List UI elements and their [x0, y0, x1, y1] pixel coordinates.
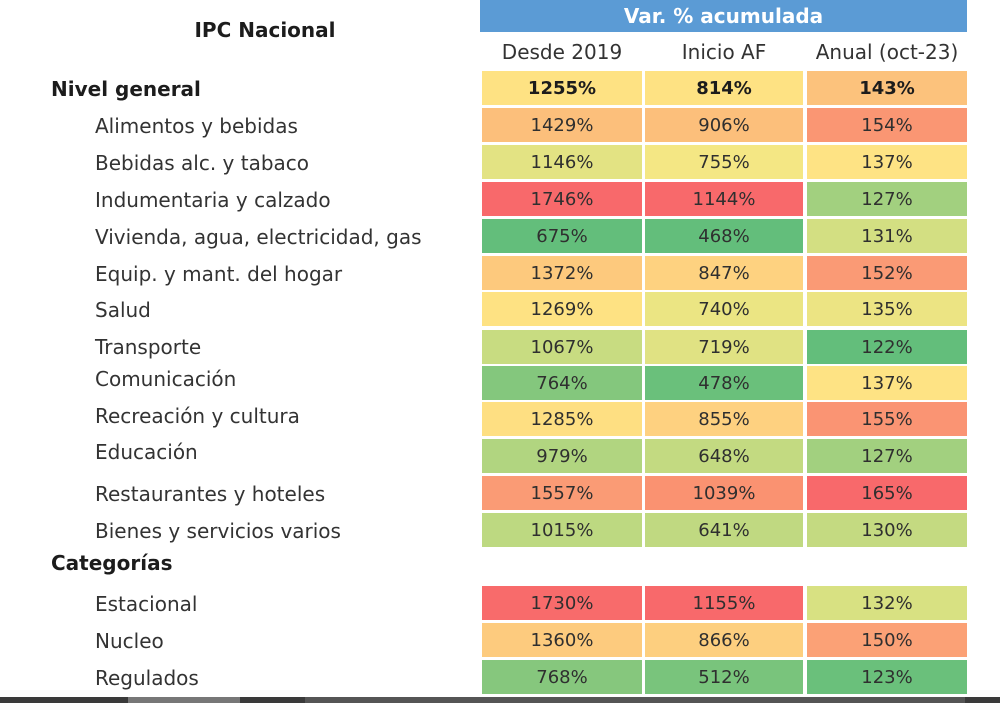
row-label-vivienda: Vivienda, agua, electricidad, gas [95, 225, 422, 249]
row-label-nivel-general: Nivel general [51, 77, 201, 101]
cell-restaurantes-anual: 165% [807, 476, 967, 510]
cell-bebidas-alc-desde-2019: 1146% [482, 145, 642, 179]
cell-nivel-general-anual: 143% [807, 71, 967, 105]
cell-alimentos-anual: 154% [807, 108, 967, 142]
cell-educacion-anual: 127% [807, 439, 967, 473]
cell-equip-hogar-inicio-af: 847% [645, 256, 803, 290]
cell-bienes-servicios-anual: 130% [807, 513, 967, 547]
row-label-bienes-servicios: Bienes y servicios varios [95, 519, 341, 543]
cell-alimentos-desde-2019: 1429% [482, 108, 642, 142]
row-label-comunicacion: Comunicación [95, 367, 237, 391]
cell-vivienda-anual: 131% [807, 219, 967, 253]
cell-recreacion-desde-2019: 1285% [482, 402, 642, 436]
cell-salud-desde-2019: 1269% [482, 292, 642, 326]
cell-bebidas-alc-anual: 137% [807, 145, 967, 179]
row-label-transporte: Transporte [95, 335, 202, 359]
cell-transporte-anual: 122% [807, 330, 967, 364]
cell-transporte-desde-2019: 1067% [482, 330, 642, 364]
cell-indumentaria-inicio-af: 1144% [645, 182, 803, 216]
cell-salud-anual: 135% [807, 292, 967, 326]
column-header-anual: Anual (oct-23) [815, 40, 959, 64]
cell-vivienda-inicio-af: 468% [645, 219, 803, 253]
cell-nivel-general-desde-2019: 1255% [482, 71, 642, 105]
row-label-bebidas-alc: Bebidas alc. y tabaco [95, 151, 310, 175]
cell-recreacion-inicio-af: 855% [645, 402, 803, 436]
cell-salud-inicio-af: 740% [645, 292, 803, 326]
cell-transporte-inicio-af: 719% [645, 330, 803, 364]
cell-recreacion-anual: 155% [807, 402, 967, 436]
row-label-estacional: Estacional [95, 592, 198, 616]
column-header-desde-2019: Desde 2019 [501, 40, 623, 64]
cell-restaurantes-inicio-af: 1039% [645, 476, 803, 510]
cell-bienes-servicios-inicio-af: 641% [645, 513, 803, 547]
cell-comunicacion-desde-2019: 764% [482, 366, 642, 400]
cell-regulados-inicio-af: 512% [645, 660, 803, 694]
cell-nucleo-desde-2019: 1360% [482, 623, 642, 657]
cell-bebidas-alc-inicio-af: 755% [645, 145, 803, 179]
section-label-categorias: Categorías [51, 551, 173, 575]
cell-regulados-desde-2019: 768% [482, 660, 642, 694]
cell-comunicacion-inicio-af: 478% [645, 366, 803, 400]
row-label-recreacion: Recreación y cultura [95, 404, 300, 428]
group-header: Var. % acumulada [480, 0, 967, 32]
cell-nucleo-anual: 150% [807, 623, 967, 657]
cell-nivel-general-inicio-af: 814% [645, 71, 803, 105]
bottom-edge-bar [0, 697, 1000, 703]
column-header-inicio-af: Inicio AF [681, 40, 767, 64]
row-label-educacion: Educación [95, 440, 198, 464]
row-label-regulados: Regulados [95, 666, 199, 690]
cell-indumentaria-desde-2019: 1746% [482, 182, 642, 216]
bottom-bar-segment [305, 697, 965, 703]
cell-restaurantes-desde-2019: 1557% [482, 476, 642, 510]
row-label-indumentaria: Indumentaria y calzado [95, 188, 331, 212]
cell-educacion-inicio-af: 648% [645, 439, 803, 473]
cell-nucleo-inicio-af: 866% [645, 623, 803, 657]
table-title: IPC Nacional [194, 18, 336, 42]
cell-estacional-inicio-af: 1155% [645, 586, 803, 620]
cell-equip-hogar-anual: 152% [807, 256, 967, 290]
row-label-nucleo: Nucleo [95, 629, 164, 653]
cell-regulados-anual: 123% [807, 660, 967, 694]
cell-vivienda-desde-2019: 675% [482, 219, 642, 253]
row-label-restaurantes: Restaurantes y hoteles [95, 482, 326, 506]
cell-comunicacion-anual: 137% [807, 366, 967, 400]
bottom-bar-segment [128, 697, 240, 703]
cell-educacion-desde-2019: 979% [482, 439, 642, 473]
row-label-equip-hogar: Equip. y mant. del hogar [95, 262, 343, 286]
cell-indumentaria-anual: 127% [807, 182, 967, 216]
cell-alimentos-inicio-af: 906% [645, 108, 803, 142]
cell-bienes-servicios-desde-2019: 1015% [482, 513, 642, 547]
cell-estacional-anual: 132% [807, 586, 967, 620]
cell-estacional-desde-2019: 1730% [482, 586, 642, 620]
row-label-alimentos: Alimentos y bebidas [95, 114, 298, 138]
row-label-salud: Salud [95, 298, 151, 322]
cell-equip-hogar-desde-2019: 1372% [482, 256, 642, 290]
